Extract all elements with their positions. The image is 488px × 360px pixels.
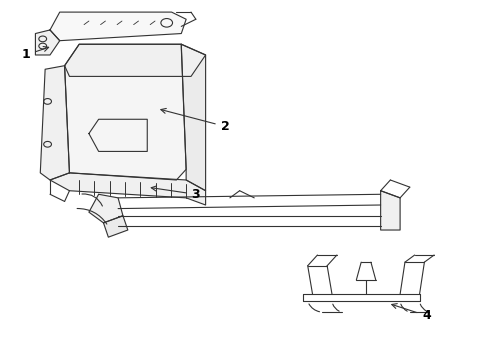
Text: 3: 3 [151,186,200,201]
Polygon shape [89,194,122,223]
Polygon shape [40,66,69,180]
Polygon shape [103,216,127,237]
Polygon shape [64,44,205,76]
Text: 1: 1 [21,46,48,62]
Polygon shape [35,30,60,55]
Polygon shape [64,44,186,180]
Polygon shape [50,12,186,41]
Polygon shape [380,191,399,230]
Polygon shape [50,173,205,205]
Text: 2: 2 [161,108,229,133]
Polygon shape [181,44,205,191]
Text: 4: 4 [391,303,430,322]
